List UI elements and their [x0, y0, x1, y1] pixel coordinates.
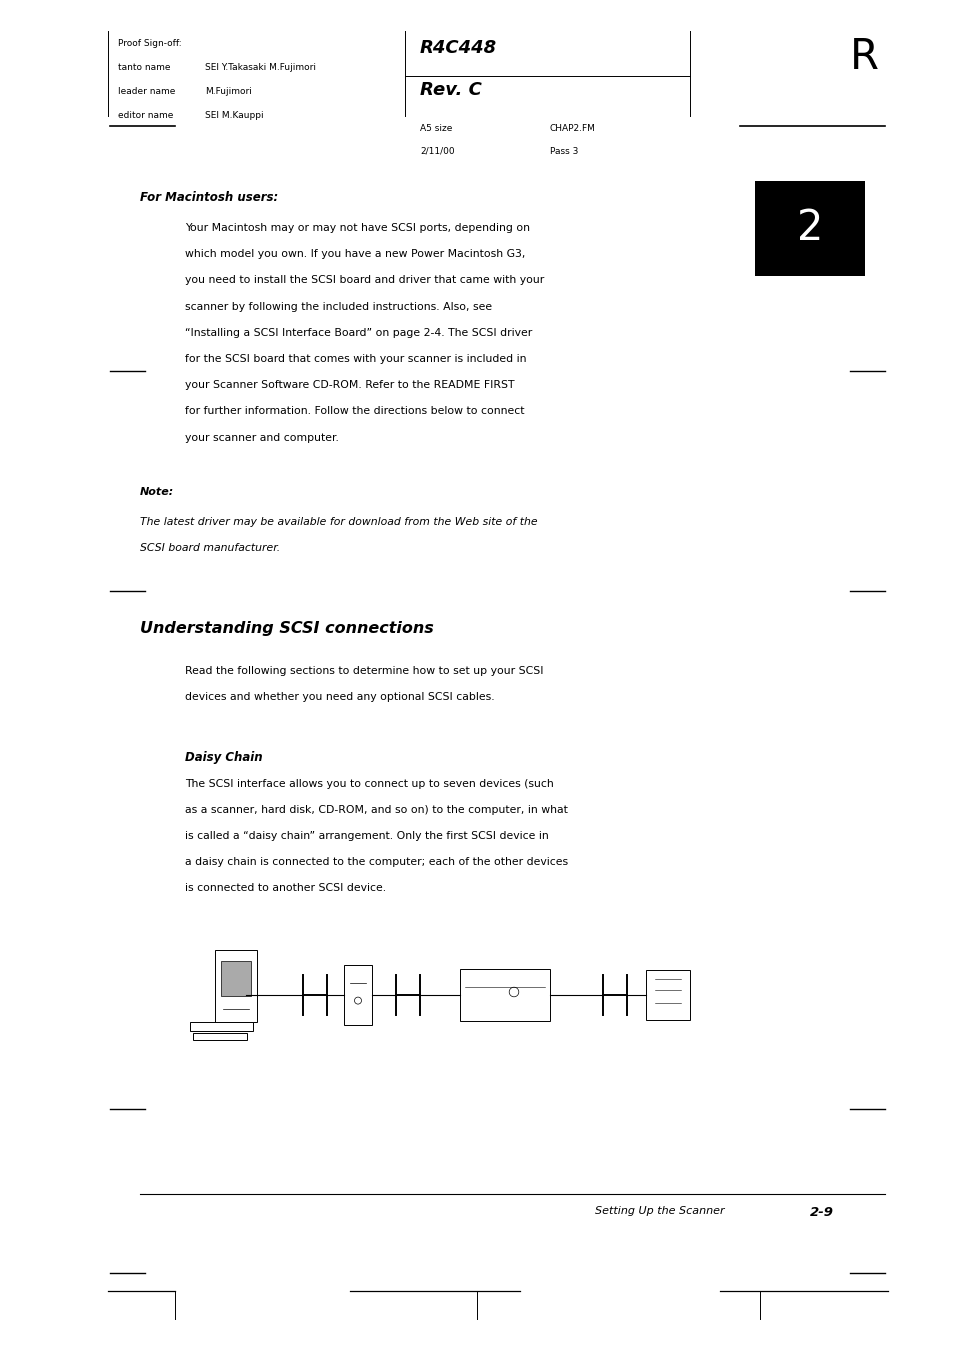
- Text: Setting Up the Scanner: Setting Up the Scanner: [595, 1206, 724, 1216]
- Text: your Scanner Software CD-ROM. Refer to the README FIRST: your Scanner Software CD-ROM. Refer to t…: [185, 380, 514, 390]
- Text: for further information. Follow the directions below to connect: for further information. Follow the dire…: [185, 407, 524, 416]
- Text: as a scanner, hard disk, CD-ROM, and so on) to the computer, in what: as a scanner, hard disk, CD-ROM, and so …: [185, 805, 567, 815]
- Text: a daisy chain is connected to the computer; each of the other devices: a daisy chain is connected to the comput…: [185, 857, 568, 867]
- Text: is connected to another SCSI device.: is connected to another SCSI device.: [185, 884, 386, 893]
- Text: tanto name: tanto name: [118, 63, 171, 72]
- Text: Proof Sign-off:: Proof Sign-off:: [118, 39, 181, 49]
- Text: R4C448: R4C448: [419, 39, 497, 57]
- Text: SEI Y.Takasaki M.Fujimori: SEI Y.Takasaki M.Fujimori: [205, 63, 315, 72]
- Text: For Macintosh users:: For Macintosh users:: [140, 190, 278, 204]
- Text: for the SCSI board that comes with your scanner is included in: for the SCSI board that comes with your …: [185, 354, 526, 363]
- Text: “Installing a SCSI Interface Board” on page 2-4. The SCSI driver: “Installing a SCSI Interface Board” on p…: [185, 328, 532, 338]
- Text: CHAP2.FM: CHAP2.FM: [550, 124, 596, 132]
- Text: Note:: Note:: [140, 486, 174, 497]
- Text: 2/11/00: 2/11/00: [419, 147, 455, 155]
- Text: Your Macintosh may or may not have SCSI ports, depending on: Your Macintosh may or may not have SCSI …: [185, 223, 530, 232]
- Text: leader name: leader name: [118, 86, 175, 96]
- Text: SCSI board manufacturer.: SCSI board manufacturer.: [140, 543, 280, 553]
- Text: SEI M.Kauppi: SEI M.Kauppi: [205, 111, 263, 120]
- Text: Daisy Chain: Daisy Chain: [185, 751, 262, 763]
- Bar: [214, 950, 256, 1021]
- Text: Pass 3: Pass 3: [550, 147, 578, 155]
- Text: scanner by following the included instructions. Also, see: scanner by following the included instru…: [185, 301, 492, 312]
- Text: 2-9: 2-9: [809, 1206, 833, 1219]
- Text: devices and whether you need any optional SCSI cables.: devices and whether you need any optiona…: [185, 693, 494, 703]
- Text: 2: 2: [796, 208, 822, 250]
- Text: is called a “daisy chain” arrangement. Only the first SCSI device in: is called a “daisy chain” arrangement. O…: [185, 831, 548, 842]
- Bar: [221, 962, 251, 996]
- Text: The latest driver may be available for download from the Web site of the: The latest driver may be available for d…: [140, 517, 537, 527]
- Text: your scanner and computer.: your scanner and computer.: [185, 432, 338, 443]
- Text: Read the following sections to determine how to set up your SCSI: Read the following sections to determine…: [185, 666, 543, 677]
- Text: R: R: [849, 36, 878, 78]
- Bar: [459, 969, 550, 1020]
- Text: you need to install the SCSI board and driver that came with your: you need to install the SCSI board and d…: [185, 276, 543, 285]
- Bar: [754, 181, 864, 276]
- Bar: [190, 1021, 253, 1031]
- Text: A5 size: A5 size: [419, 124, 452, 132]
- Bar: [344, 965, 372, 1024]
- Text: Rev. C: Rev. C: [419, 81, 481, 99]
- Text: which model you own. If you have a new Power Macintosh G3,: which model you own. If you have a new P…: [185, 249, 525, 259]
- Text: M.Fujimori: M.Fujimori: [205, 86, 252, 96]
- Text: The SCSI interface allows you to connect up to seven devices (such: The SCSI interface allows you to connect…: [185, 778, 553, 789]
- Text: editor name: editor name: [118, 111, 173, 120]
- Text: Understanding SCSI connections: Understanding SCSI connections: [140, 621, 434, 636]
- Bar: [645, 970, 689, 1020]
- Bar: [193, 1032, 247, 1040]
